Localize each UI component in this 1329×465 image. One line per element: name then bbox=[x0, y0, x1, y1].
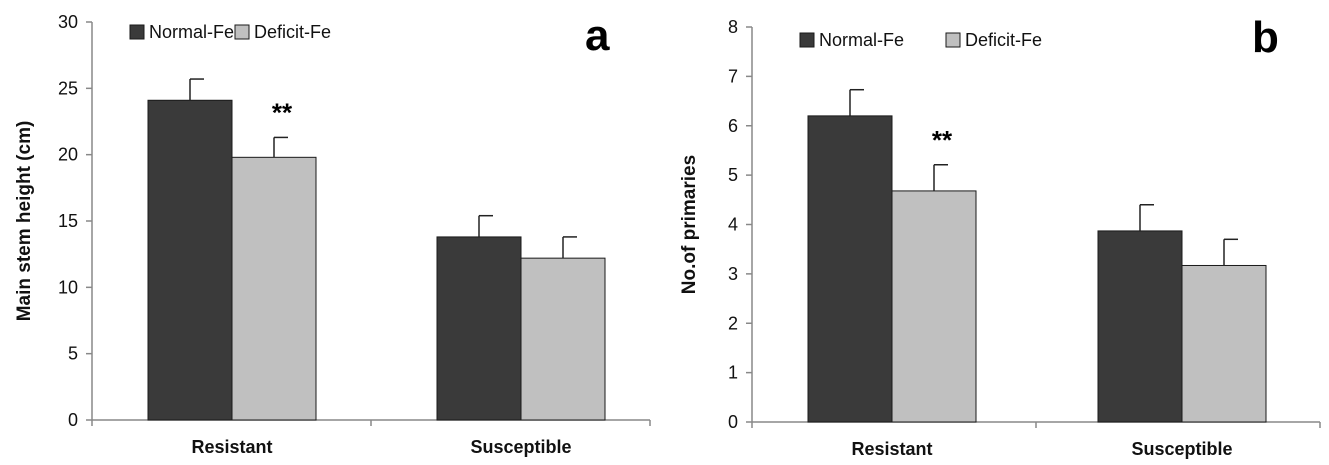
legend-swatch bbox=[129, 24, 145, 40]
y-tick-label: 8 bbox=[728, 17, 738, 37]
y-axis-title: Main stem height (cm) bbox=[14, 121, 35, 322]
panel-letter: a bbox=[585, 11, 610, 60]
y-tick-label: 10 bbox=[58, 277, 78, 297]
y-tick-label: 0 bbox=[68, 410, 78, 430]
y-tick-label: 30 bbox=[58, 12, 78, 32]
category-label: Susceptible bbox=[1131, 439, 1232, 459]
legend-label: Normal-Fe bbox=[819, 30, 904, 50]
significance-label: ** bbox=[272, 97, 293, 127]
bar bbox=[807, 115, 893, 423]
significance-label: ** bbox=[932, 125, 953, 155]
y-tick-label: 3 bbox=[728, 264, 738, 284]
panel-a-main-stem-height: 0 5 10 15 20 25 30 Main stem height (cm) Resista… bbox=[14, 11, 651, 457]
legend-swatch bbox=[945, 32, 961, 48]
y-tick-label: 20 bbox=[58, 145, 78, 165]
bar bbox=[1181, 264, 1267, 423]
bar bbox=[520, 257, 606, 421]
bar bbox=[147, 99, 233, 421]
category-label: Resistant bbox=[851, 439, 932, 459]
legend-swatch bbox=[234, 24, 250, 40]
y-tick-label: 4 bbox=[728, 215, 738, 235]
y-tick-label: 7 bbox=[728, 66, 738, 86]
legend-label: Deficit-Fe bbox=[965, 30, 1042, 50]
y-tick-label: 0 bbox=[728, 412, 738, 432]
y-tick-label: 6 bbox=[728, 116, 738, 136]
panel-letter: b bbox=[1252, 13, 1279, 62]
bar bbox=[231, 156, 317, 421]
bar bbox=[891, 190, 977, 423]
panel-b-number-of-primaries: 0 1 2 3 4 5 6 7 8 No.of primaries Resistant Suscept… bbox=[679, 13, 1321, 459]
y-axis-title: No.of primaries bbox=[679, 155, 700, 294]
y-tick-label: 1 bbox=[728, 363, 738, 383]
category-label: Susceptible bbox=[470, 437, 571, 457]
bar bbox=[436, 236, 522, 421]
legend-label: Deficit-Fe bbox=[254, 22, 331, 42]
category-label: Resistant bbox=[191, 437, 272, 457]
y-tick-label: 15 bbox=[58, 211, 78, 231]
y-tick-label: 25 bbox=[58, 78, 78, 98]
legend-label: Normal-Fe bbox=[149, 22, 234, 42]
bar bbox=[1097, 230, 1183, 423]
y-tick-label: 2 bbox=[728, 313, 738, 333]
y-tick-label: 5 bbox=[68, 344, 78, 364]
legend-swatch bbox=[799, 32, 815, 48]
y-tick-label: 5 bbox=[728, 165, 738, 185]
